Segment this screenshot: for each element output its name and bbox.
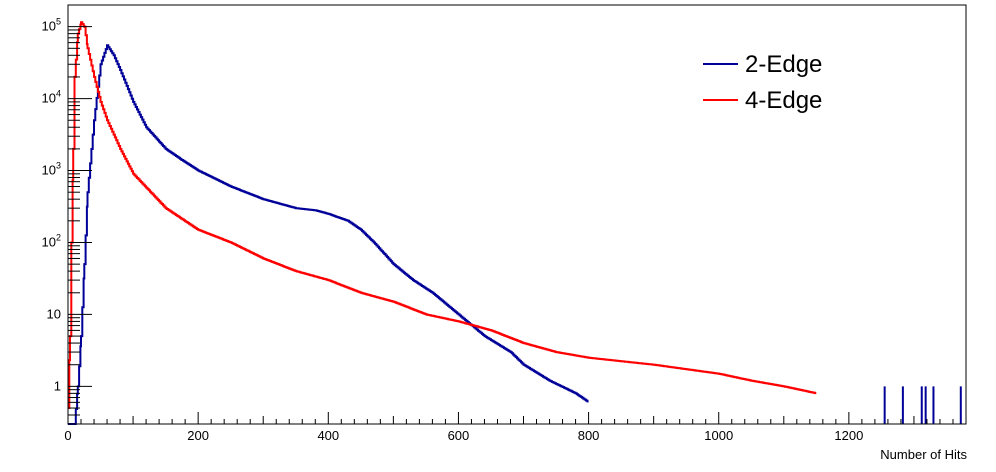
legend-label-0: 2-Edge xyxy=(745,51,822,78)
x-axis: 0 200 400 600 800 1000 1200 xyxy=(64,412,967,443)
y-tick-label: 1 xyxy=(54,378,61,393)
x-tick-label: 400 xyxy=(317,428,339,443)
y-tick-label: 105 xyxy=(42,17,61,34)
y-tick-label: 104 xyxy=(42,89,61,106)
legend: 2-Edge 4-Edge xyxy=(703,51,822,114)
legend-label-1: 4-Edge xyxy=(745,87,822,114)
x-tick-label: 1000 xyxy=(704,428,733,443)
x-axis-title: Number of Hits xyxy=(880,447,967,462)
y-axis: 1 10 102 103 104 105 xyxy=(42,4,92,425)
series-line-1 xyxy=(68,21,817,409)
y-tick-label: 10 xyxy=(47,306,61,321)
y-tick-label: 103 xyxy=(42,161,61,178)
x-tick-label: 1200 xyxy=(834,428,863,443)
x-tick-label: 0 xyxy=(64,428,71,443)
x-tick-label: 200 xyxy=(187,428,209,443)
series-layer xyxy=(68,21,962,425)
series-line-0 xyxy=(68,44,589,425)
y-tick-label: 102 xyxy=(42,232,61,249)
x-tick-label: 800 xyxy=(578,428,600,443)
x-tick-label: 600 xyxy=(448,428,470,443)
plot-frame xyxy=(67,4,967,425)
